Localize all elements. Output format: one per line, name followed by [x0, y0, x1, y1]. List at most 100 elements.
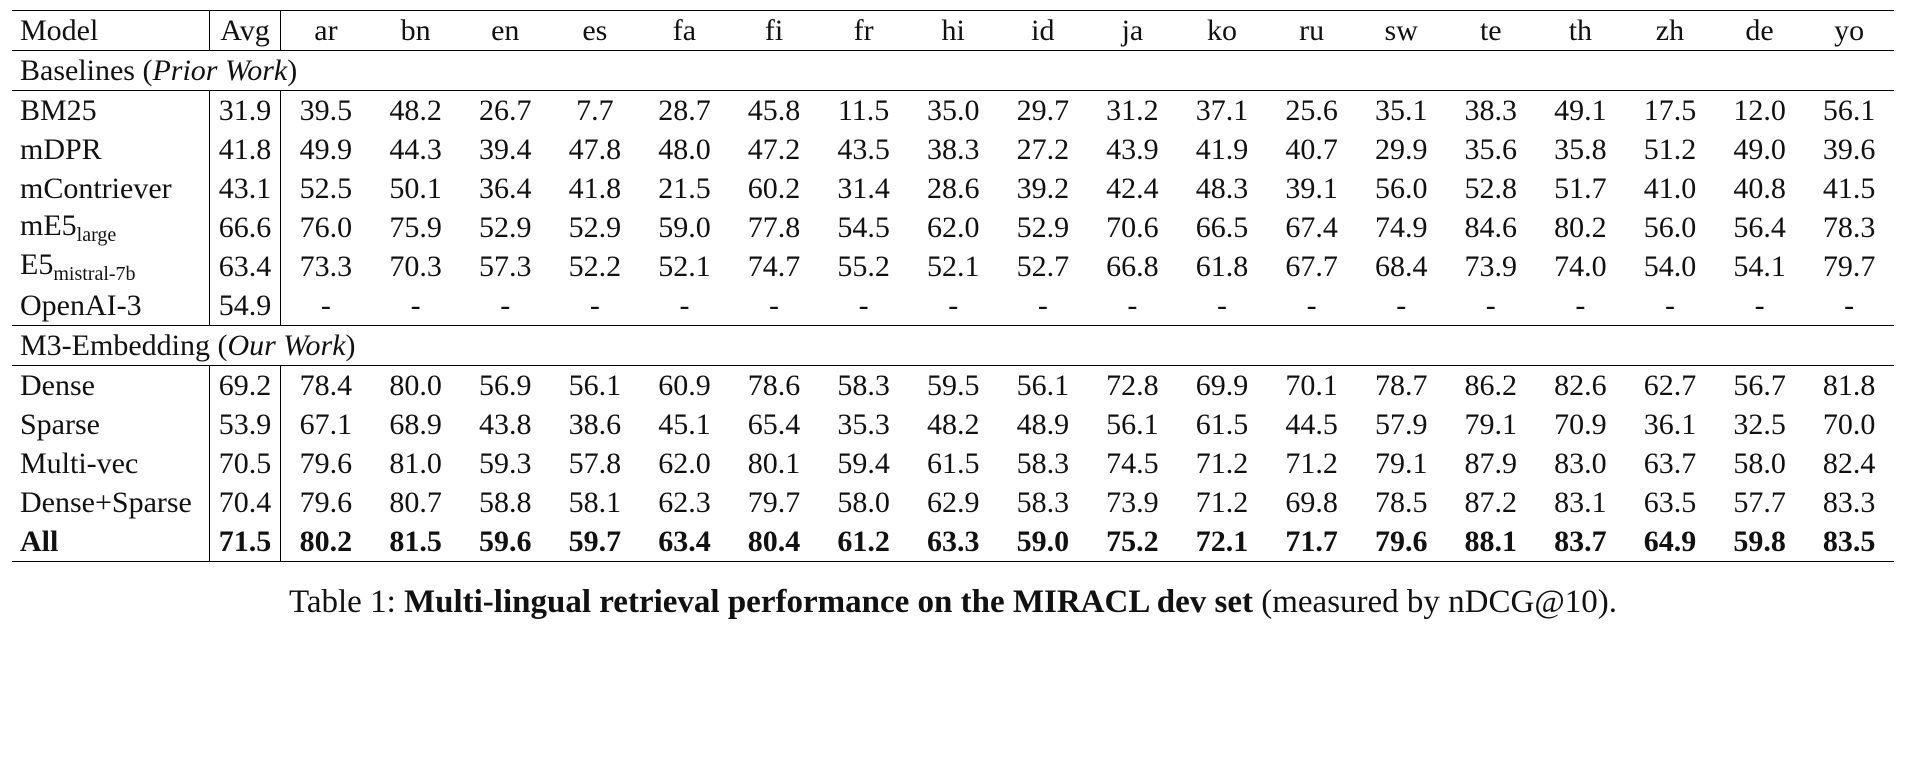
score-cell: 54.9 [209, 286, 281, 326]
score-cell: 77.8 [747, 210, 801, 244]
score-cell: 48.2 [926, 407, 980, 441]
score-cell: 58.0 [837, 485, 890, 519]
score-cell: 40.7 [1285, 132, 1338, 166]
score-cell: 79.6 [1374, 524, 1428, 558]
score-cell: 58.3 [1016, 485, 1070, 519]
score-cell: 87.2 [1464, 485, 1518, 519]
data-row: mDPR 41.8 49.9 44.3 39.4 47.8 48.0 47.2 43.5 38.3… [12, 130, 1894, 169]
score-cell: 29.7 [1016, 93, 1070, 127]
score-cell: 41.8 [568, 171, 622, 205]
score-cell: 52.9 [1016, 210, 1070, 244]
score-cell: 79.7 [747, 485, 801, 519]
data-row: E5mistral-7b 63.4 73.3 70.3 57.3 52.2 52.1 74.7… [12, 247, 1894, 286]
score-cell: 62.0 [658, 446, 711, 480]
model-cell: mE5large [12, 208, 210, 247]
score-cell: 43.9 [1106, 132, 1159, 166]
data-row: mE5large 66.6 76.0 75.9 52.9 52.9 59.0 77.8 54.5… [12, 208, 1894, 247]
score-cell: 31.9 [209, 90, 281, 130]
score-cell: 62.9 [926, 485, 980, 519]
score-cell: 83.0 [1554, 446, 1607, 480]
score-cell: 56.1 [1822, 93, 1876, 127]
score-cell: 55.2 [837, 249, 890, 283]
score-cell: 59.7 [568, 524, 622, 558]
score-cell: 48.3 [1195, 171, 1249, 205]
score-cell: 61.2 [837, 524, 890, 558]
score-cell: 86.2 [1464, 368, 1518, 402]
score-cell: 41.9 [1195, 132, 1249, 166]
score-cell: 78.4 [299, 368, 353, 402]
score-cell: 82.6 [1554, 368, 1607, 402]
score-cell: 58.3 [837, 368, 890, 402]
group-title-part: M3-Embedding ( [20, 328, 228, 362]
header-cell: bn [400, 13, 431, 47]
score-cell: 52.5 [299, 171, 353, 205]
score-cell: 35.3 [837, 407, 890, 441]
score-cell: 47.8 [568, 132, 622, 166]
score-cell: 66.8 [1106, 249, 1159, 283]
score-cell: 26.7 [479, 93, 532, 127]
score-cell: 83.5 [1822, 524, 1876, 558]
score-cell: 36.1 [1643, 407, 1697, 441]
score-cell: 59.4 [837, 446, 890, 480]
score-cell: 39.2 [1016, 171, 1070, 205]
score-cell: 39.5 [299, 93, 353, 127]
score-cell: 32.5 [1733, 407, 1786, 441]
score-cell: 68.4 [1374, 249, 1428, 283]
header-cell: hi [941, 13, 965, 47]
score-cell: 58.0 [1733, 446, 1786, 480]
score-cell: 79.6 [299, 446, 353, 480]
score-cell: 48.0 [658, 132, 711, 166]
model-subscript: large [76, 223, 117, 246]
score-cell: 21.5 [658, 171, 711, 205]
score-cell: 70.1 [1285, 368, 1338, 402]
caption-label: Table 1: [289, 584, 396, 620]
header-cell: te [1479, 13, 1502, 47]
score-cell: 57.7 [1733, 485, 1786, 519]
score-cell: - [1127, 288, 1138, 322]
score-cell: 52.7 [1016, 249, 1070, 283]
score-cell: 12.0 [1733, 93, 1786, 127]
score-cell: 72.8 [1106, 368, 1159, 402]
score-cell: 63.4 [209, 247, 281, 286]
score-cell: 71.7 [1285, 524, 1338, 558]
data-row: Sparse 53.9 67.1 68.9 43.8 38.6 45.1 65.4 35.3 48… [12, 405, 1894, 444]
score-cell: 58.3 [1016, 446, 1070, 480]
group-title-part: Baselines ( [20, 53, 153, 87]
score-cell: 7.7 [576, 93, 614, 127]
score-cell: 58.1 [568, 485, 622, 519]
score-cell: 39.4 [479, 132, 532, 166]
score-cell: 59.0 [658, 210, 711, 244]
group-title: M3-Embedding (Our Work) [12, 326, 1894, 366]
score-cell: 54.1 [1733, 249, 1786, 283]
score-cell: 56.9 [479, 368, 532, 402]
score-cell: 52.2 [568, 249, 622, 283]
score-cell: 67.4 [1285, 210, 1338, 244]
score-cell: 59.3 [479, 446, 532, 480]
score-cell: - [589, 288, 600, 322]
header-cell: th [1568, 13, 1593, 47]
score-cell: 57.8 [568, 446, 622, 480]
score-cell: 43.8 [479, 407, 532, 441]
data-row: Multi-vec 70.5 79.6 81.0 59.3 57.8 62.0 80.1 59.… [12, 444, 1894, 483]
model-subscript: mistral-7b [53, 262, 136, 285]
group-row: M3-Embedding (Our Work) [12, 325, 1894, 366]
score-cell: - [1396, 288, 1407, 322]
score-cell: 75.2 [1106, 524, 1159, 558]
score-cell: 41.8 [209, 130, 281, 169]
score-cell: 58.8 [479, 485, 532, 519]
score-cell: 79.1 [1464, 407, 1518, 441]
group-title: Baselines (Prior Work) [12, 51, 1894, 91]
score-cell: 73.9 [1106, 485, 1159, 519]
model-name: Dense [20, 368, 95, 402]
score-cell: 39.6 [1822, 132, 1876, 166]
header-cell: fr [853, 13, 874, 47]
model-cell: Sparse [12, 405, 210, 444]
caption-rest: (measured by nDCG@10). [1261, 584, 1617, 620]
model-name: mContriever [20, 171, 172, 205]
score-cell: 43.5 [837, 132, 890, 166]
score-cell: 62.0 [926, 210, 980, 244]
score-cell: 41.5 [1822, 171, 1876, 205]
score-cell: 81.5 [389, 524, 442, 558]
score-cell: 49.0 [1733, 132, 1786, 166]
score-cell: - [1217, 288, 1227, 322]
